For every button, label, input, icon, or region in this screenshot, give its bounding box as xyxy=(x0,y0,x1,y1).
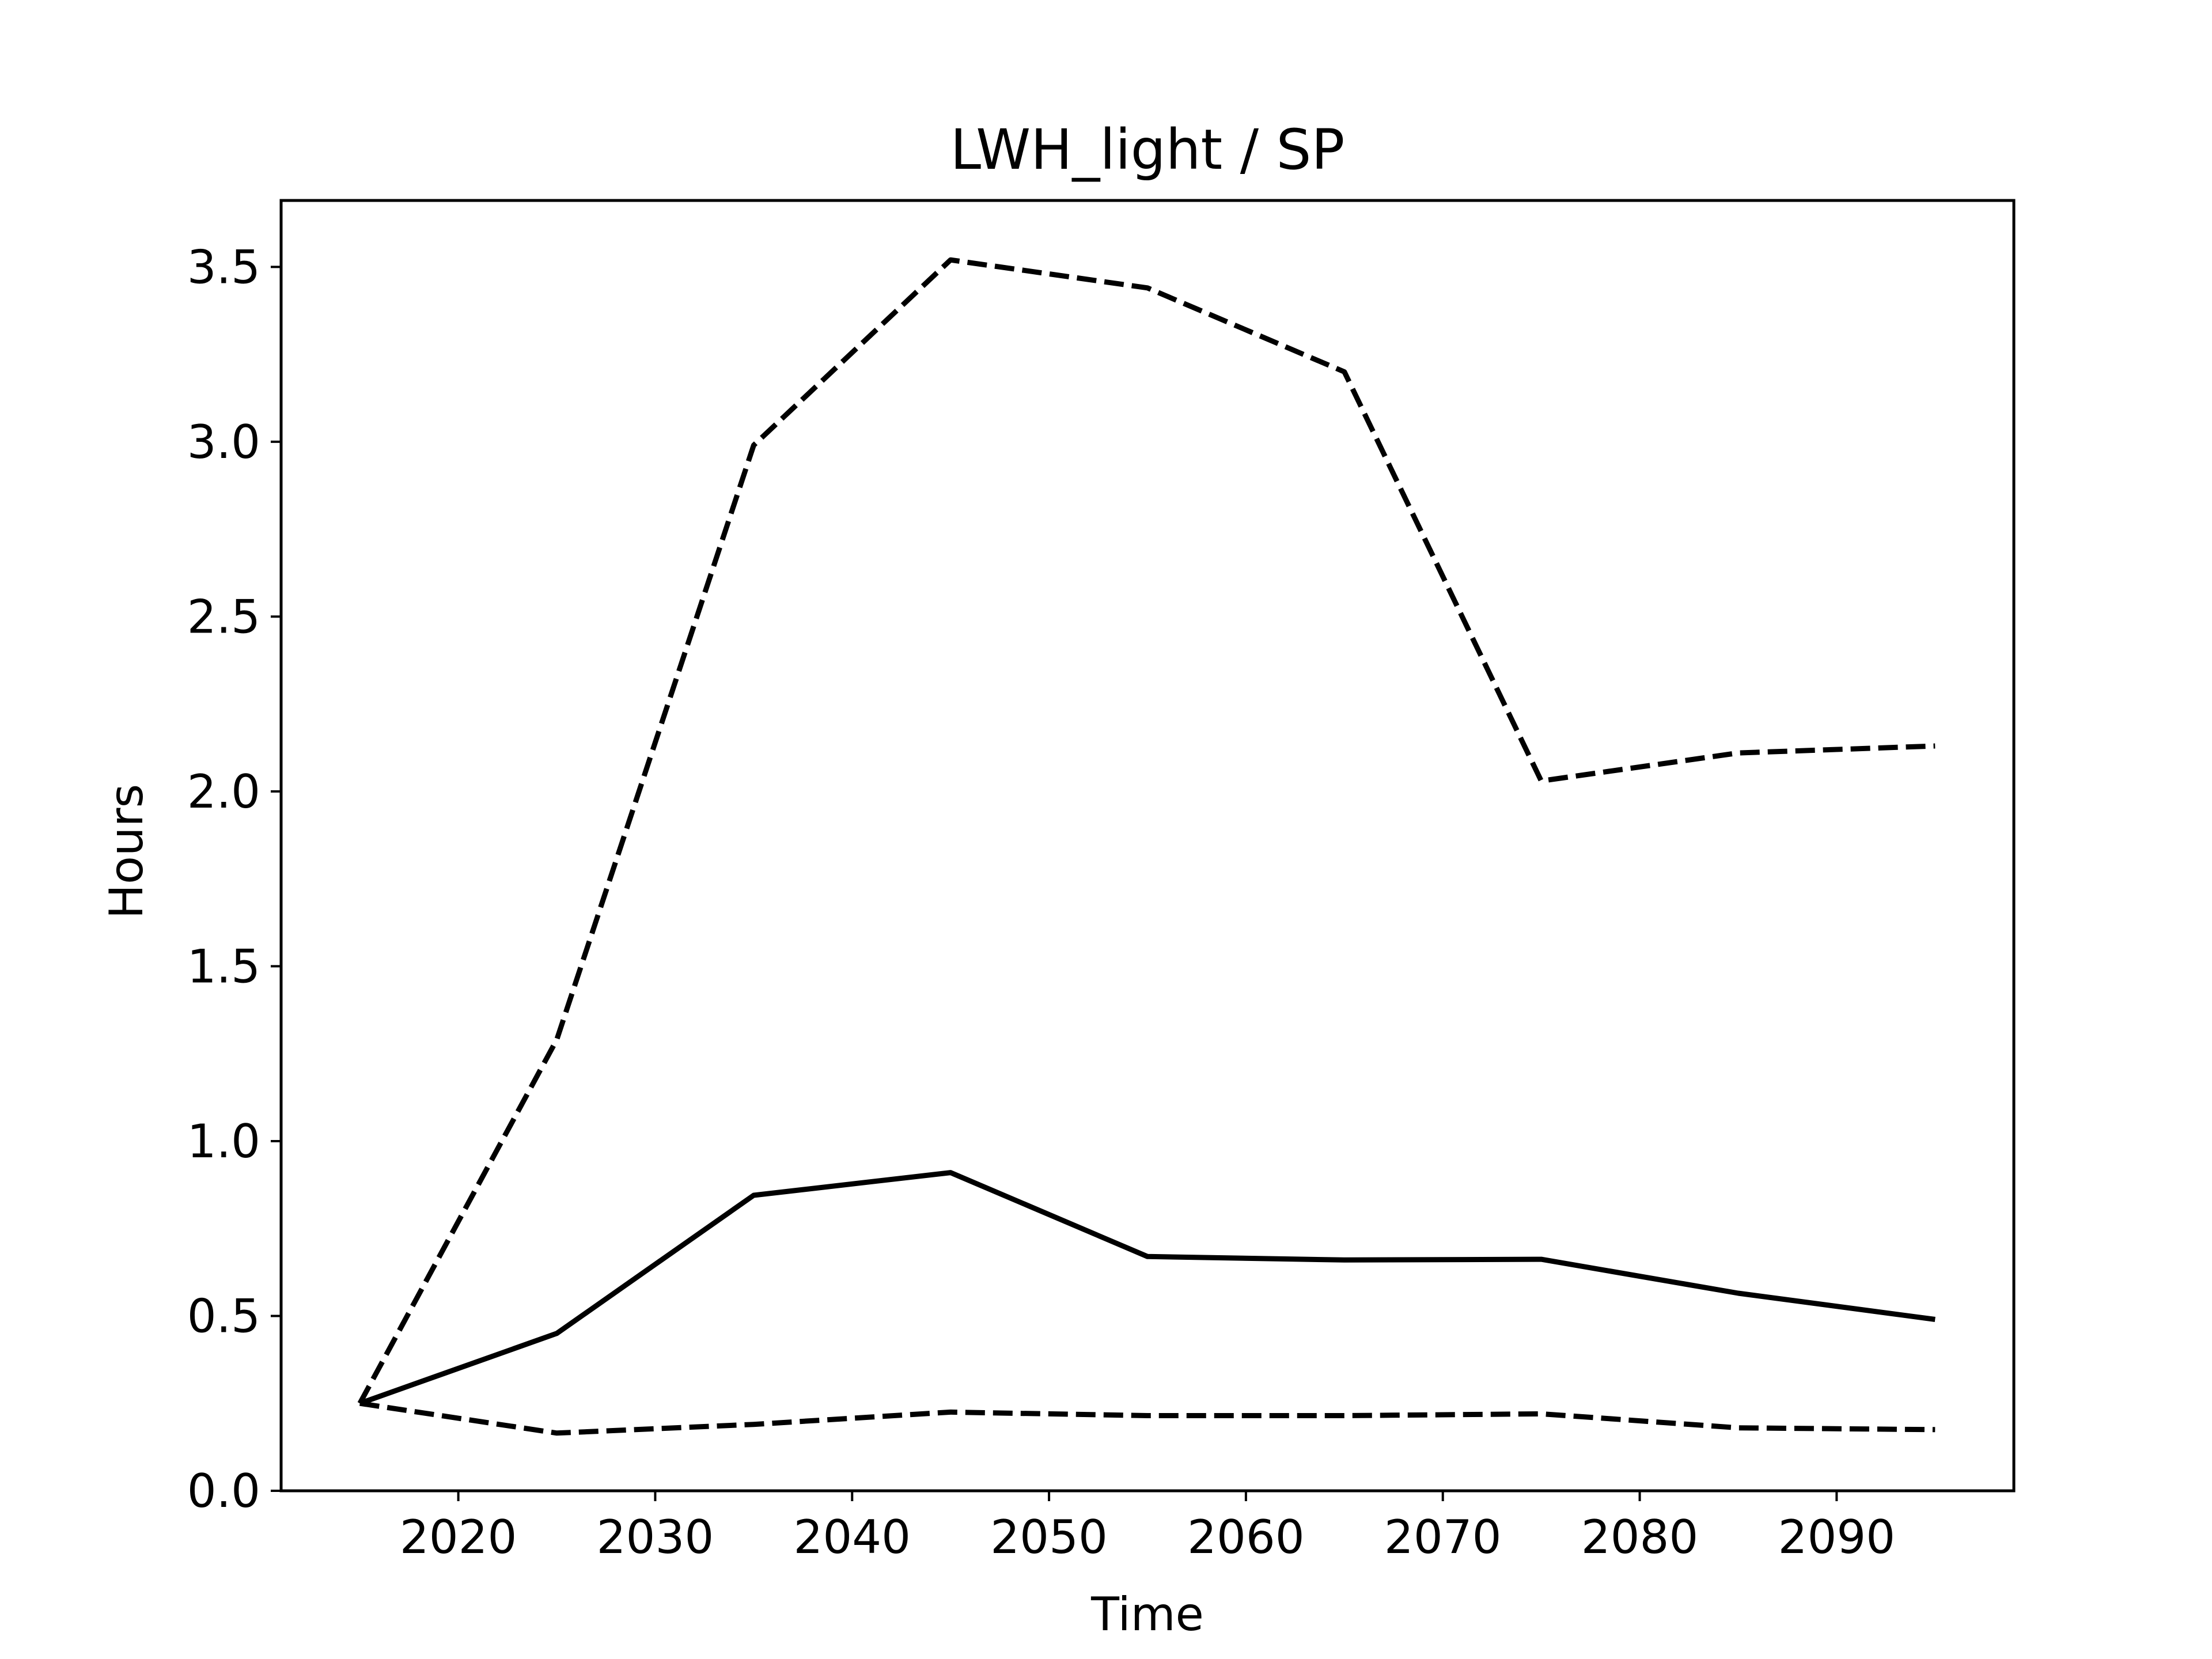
chart-title: LWH_light / SP xyxy=(950,118,1345,182)
y-axis-title: Hours xyxy=(100,784,153,919)
x-tick-label: 2090 xyxy=(1778,1510,1896,1564)
y-tick-label: 1.0 xyxy=(187,1115,260,1168)
y-tick-label: 3.0 xyxy=(187,415,260,469)
x-tick-label: 2020 xyxy=(400,1510,517,1564)
x-tick-label: 2070 xyxy=(1384,1510,1502,1564)
y-tick-label: 2.5 xyxy=(187,590,260,643)
x-axis-title: Time xyxy=(1090,1588,1204,1641)
x-tick-label: 2030 xyxy=(597,1510,714,1564)
y-tick-label: 2.0 xyxy=(187,765,260,819)
axis-ticks: 2020 2030 2040 2050 2060 2070 2080 2090 0.0 0.5 1.… xyxy=(187,240,1895,1564)
x-tick-label: 2050 xyxy=(990,1510,1108,1564)
plot-area xyxy=(357,257,1936,1436)
y-tick-label: 0.5 xyxy=(187,1289,260,1343)
series-line-1 xyxy=(357,257,1936,1405)
y-tick-label: 0.0 xyxy=(187,1464,260,1518)
series-line-2 xyxy=(359,1170,1936,1406)
x-tick-label: 2080 xyxy=(1581,1510,1699,1564)
x-tick-label: 2060 xyxy=(1187,1510,1305,1564)
series-line-3 xyxy=(359,1400,1936,1436)
y-tick-label: 1.5 xyxy=(187,940,260,993)
y-tick-label: 3.5 xyxy=(187,240,260,294)
axes-frame xyxy=(279,199,2016,1493)
x-tick-label: 2040 xyxy=(793,1510,911,1564)
